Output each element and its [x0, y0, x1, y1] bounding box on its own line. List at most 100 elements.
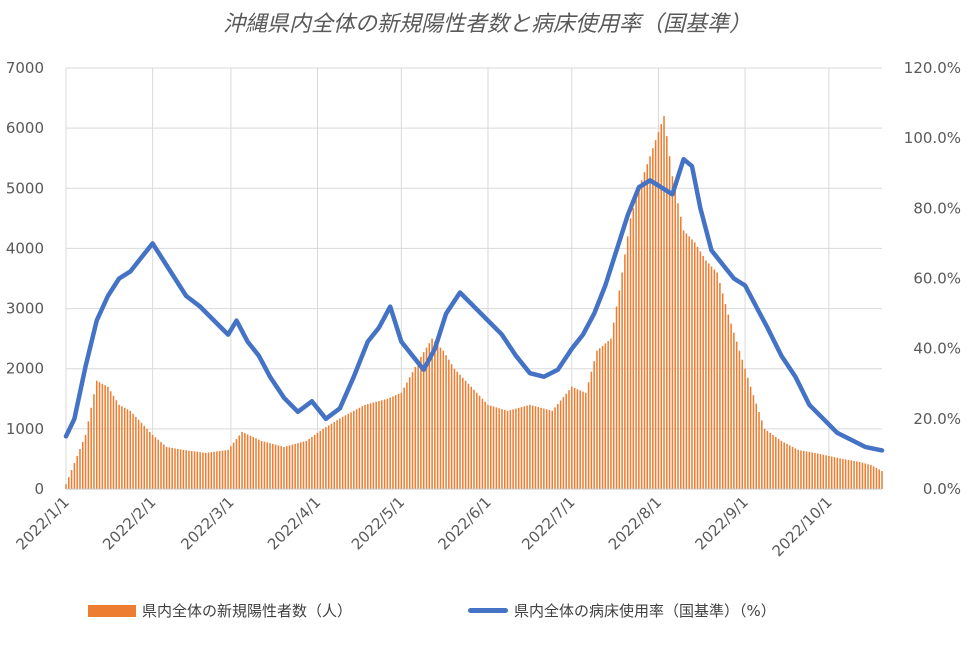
bar-cases [353, 410, 355, 489]
bar-cases [277, 445, 280, 489]
legend: 県内全体の新規陽性者数（人） 県内全体の病床使用率（国基準）（%） [0, 600, 974, 624]
bar-cases [825, 455, 827, 489]
bar-cases [747, 377, 749, 489]
bar-cases [733, 332, 735, 489]
bar-cases [347, 413, 350, 489]
y-left-tick-label: 3000 [6, 300, 44, 318]
bar-cases [635, 198, 637, 490]
y-left-tick-label: 4000 [6, 239, 44, 257]
bar-cases [190, 451, 193, 489]
bar-cases [311, 436, 313, 489]
x-tick-label: 2022/1/1 [12, 493, 72, 553]
bar-cases [392, 396, 394, 489]
bar-cases [168, 447, 171, 489]
bar-cases [657, 132, 660, 489]
bar-cases [269, 443, 271, 489]
line-bed-usage [63, 156, 885, 453]
bar-cases [431, 338, 433, 489]
bar-cases [554, 407, 556, 489]
bar-cases [171, 447, 173, 489]
bar-cases [489, 405, 492, 489]
bar-cases [283, 446, 285, 489]
bar-cases [833, 457, 836, 489]
bar-cases [520, 407, 523, 489]
bar-cases [218, 451, 221, 489]
bar-cases [531, 405, 534, 489]
bar-cases [339, 418, 341, 489]
bar-cases [649, 156, 651, 489]
bar-cases [199, 452, 201, 489]
x-tick-label: 2022/4/1 [264, 493, 324, 553]
bar-cases [632, 208, 635, 490]
bar-cases [143, 425, 146, 489]
bar-cases [624, 254, 626, 489]
bar-cases [682, 230, 685, 489]
bar-cases [467, 383, 470, 489]
bar-cases [397, 393, 400, 489]
bar-cases [509, 410, 512, 489]
bar-cases [615, 306, 618, 489]
bar-cases [705, 260, 707, 489]
bar-cases [476, 392, 478, 489]
bar-cases [132, 413, 134, 489]
bar-cases [224, 450, 227, 489]
bar-cases [68, 477, 70, 489]
bar-cases [272, 443, 274, 489]
legend-label-cases: 県内全体の新規陽性者数（人） [142, 602, 353, 620]
bar-cases [372, 402, 375, 489]
bar-cases [699, 251, 702, 489]
bar-cases [543, 408, 545, 489]
bar-cases [336, 420, 338, 489]
bar-cases [204, 452, 207, 489]
bar-cases [780, 440, 783, 489]
bar-cases [573, 387, 576, 489]
bar-cases [299, 442, 302, 489]
bar-cases [685, 233, 688, 489]
bar-cases [174, 448, 176, 489]
y-left-tick-label: 5000 [6, 179, 44, 197]
bar-cases [330, 423, 333, 489]
bar-cases [548, 410, 551, 489]
bar-cases [571, 386, 573, 489]
bar-cases [165, 446, 168, 489]
bar-cases [230, 446, 232, 489]
bar-cases [274, 444, 277, 489]
bar-cases [65, 484, 67, 489]
bar-cases [227, 449, 229, 489]
bar-cases [428, 343, 431, 489]
bar-cases [568, 390, 570, 489]
x-tick-label: 2022/10/1 [769, 493, 836, 560]
bar-cases [252, 437, 255, 489]
bar-cases [828, 455, 830, 489]
bar-cases [322, 428, 324, 489]
bar-cases [115, 400, 118, 489]
bar-cases [241, 431, 243, 489]
bar-cases [146, 428, 148, 489]
bar-cases [579, 390, 581, 489]
bar-cases [95, 380, 98, 489]
legend-swatch-cases [88, 604, 136, 617]
bar-cases [875, 467, 878, 489]
x-tick-label: 2022/3/1 [177, 493, 237, 553]
bar-cases [660, 124, 663, 489]
bar-cases [297, 443, 299, 489]
bar-cases [758, 412, 760, 489]
bar-cases [749, 386, 752, 489]
bar-cases [238, 435, 241, 489]
bar-cases [867, 464, 869, 489]
bar-cases [847, 459, 850, 489]
bar-cases [730, 323, 732, 489]
bar-cases [232, 442, 235, 489]
bar-cases [506, 410, 509, 489]
bar-cases [378, 401, 380, 489]
bar-cases [403, 387, 405, 489]
bar-cases [84, 434, 87, 489]
bar-cases [805, 451, 808, 489]
bar-cases [422, 352, 425, 489]
bar-cases [305, 440, 308, 489]
bar-cases [844, 459, 847, 489]
y-right-tick-label: 40.0% [913, 340, 961, 358]
bar-cases [727, 314, 730, 489]
bar-cases [501, 409, 503, 489]
bar-cases [325, 427, 327, 489]
